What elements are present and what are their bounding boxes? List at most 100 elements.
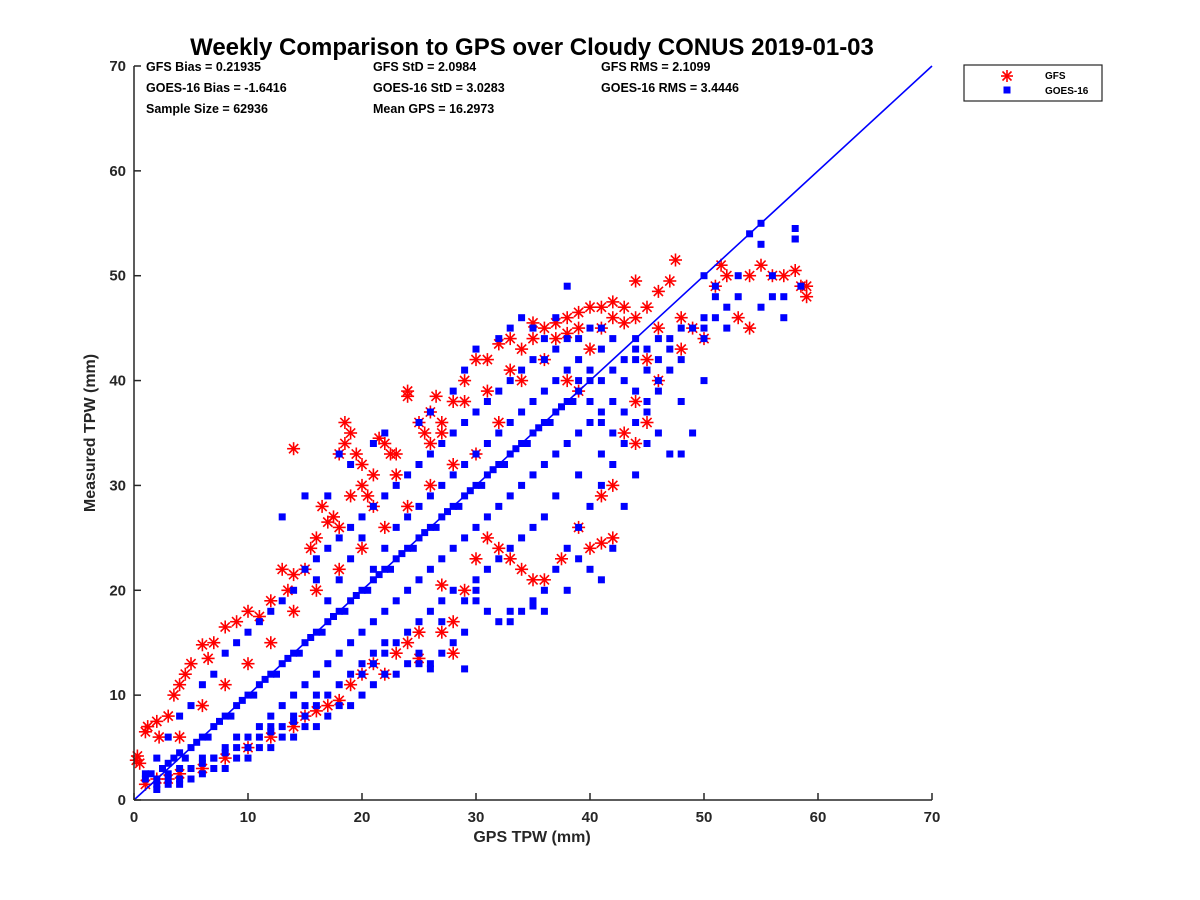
goes-16-point [335,450,343,458]
goes-16-point [461,534,469,542]
goes-16-point [620,440,628,447]
goes-16-point [523,440,531,447]
goes-16-point [586,502,594,510]
goes-16-point [147,770,155,778]
goes-16-point [643,398,651,405]
goes-16-point [723,303,731,311]
goes-16-point [198,754,206,762]
goes-16-point [632,345,640,353]
goes-16-point [301,702,309,710]
goes-16-point [347,461,355,468]
goes-16-point [141,775,149,783]
x-tick-label: 50 [696,809,713,826]
goes-16-point [164,733,172,741]
gfs-point [617,316,631,330]
goes-16-point [461,597,469,605]
goes-16-point [204,733,212,741]
goes-16-point [797,282,805,290]
goes-16-point [415,618,423,626]
goes-16-point [643,366,651,374]
gfs-point [458,583,472,597]
goes-16-point [529,324,537,332]
goes-16-point [495,502,503,510]
goes-16-point [187,702,195,710]
goes-16-point [426,660,434,668]
gfs-point [195,638,209,652]
goes-16-point [278,513,286,521]
stat-gfs-std: GFS StD = 2.0984 [373,60,476,74]
goes-16-point [689,324,697,332]
goes-16-point [438,555,446,563]
goes-16-point [255,723,263,731]
goes-16-point [438,597,446,605]
goes-16-point [757,303,765,311]
goes-16-point [347,670,355,678]
gfs-point [355,478,369,492]
goes-16-point [586,366,594,374]
goes-16-point [518,607,526,615]
goes-16-point [586,565,594,573]
goes-16-point [620,502,628,510]
gfs-point [401,499,415,513]
gfs-point [173,730,187,744]
goes-16-point [347,555,355,563]
gfs-point [355,458,369,471]
goes-16-point [347,639,355,647]
goes-16-point [632,471,640,479]
goes-16-point [221,744,229,752]
goes-16-point [324,492,332,500]
goes-16-point [244,628,252,636]
goes-16-point [677,356,685,364]
gfs-point [617,300,631,314]
gfs-point [537,321,551,335]
goes-16-point [404,586,412,594]
gfs-point [446,395,460,408]
goes-16-point [518,481,526,489]
axes [133,66,932,801]
goes-16-point [233,639,241,647]
goes-16-point [164,780,172,788]
gfs-point [275,562,289,576]
goes-16-point [472,450,480,458]
goes-16-point [654,429,662,437]
goes-16-point [609,461,617,468]
goes-16-point [575,377,583,385]
goes-16-point [478,481,486,489]
goes-16-point [426,565,434,573]
goes-16-point [529,398,537,405]
gfs-point [150,714,164,728]
gfs-point [469,552,483,566]
gfs-point [480,384,494,398]
goes-16-point [381,544,389,552]
gfs-point [287,604,301,618]
gfs-point [515,562,529,576]
goes-16-point [575,429,583,437]
gfs-point [606,478,620,492]
gfs-point [480,531,494,545]
goes-16-point [757,240,765,248]
gfs-point [344,489,358,503]
goes-16-point [295,649,303,657]
gfs-point [594,300,608,314]
goes-16-point [301,565,309,573]
gfs-point [218,620,232,634]
gfs-point [418,426,432,440]
goes-16-point [153,786,161,793]
gfs-point [492,541,506,555]
goes-16-point [358,670,366,678]
gfs-point [606,295,620,309]
legend-box [963,64,1103,102]
goes-16-point [461,419,469,426]
goes-16-point [518,534,526,542]
x-tick-label: 30 [468,809,485,826]
goes-16-point [210,765,218,772]
goes-16-point [432,523,440,531]
goes-16-point [563,440,571,447]
goes-16-point [586,398,594,405]
goes-16-point [597,345,605,353]
goes-16-point [552,314,560,322]
gfs-point [743,321,757,335]
gfs-point [503,363,517,377]
goes-16-point [335,576,343,584]
